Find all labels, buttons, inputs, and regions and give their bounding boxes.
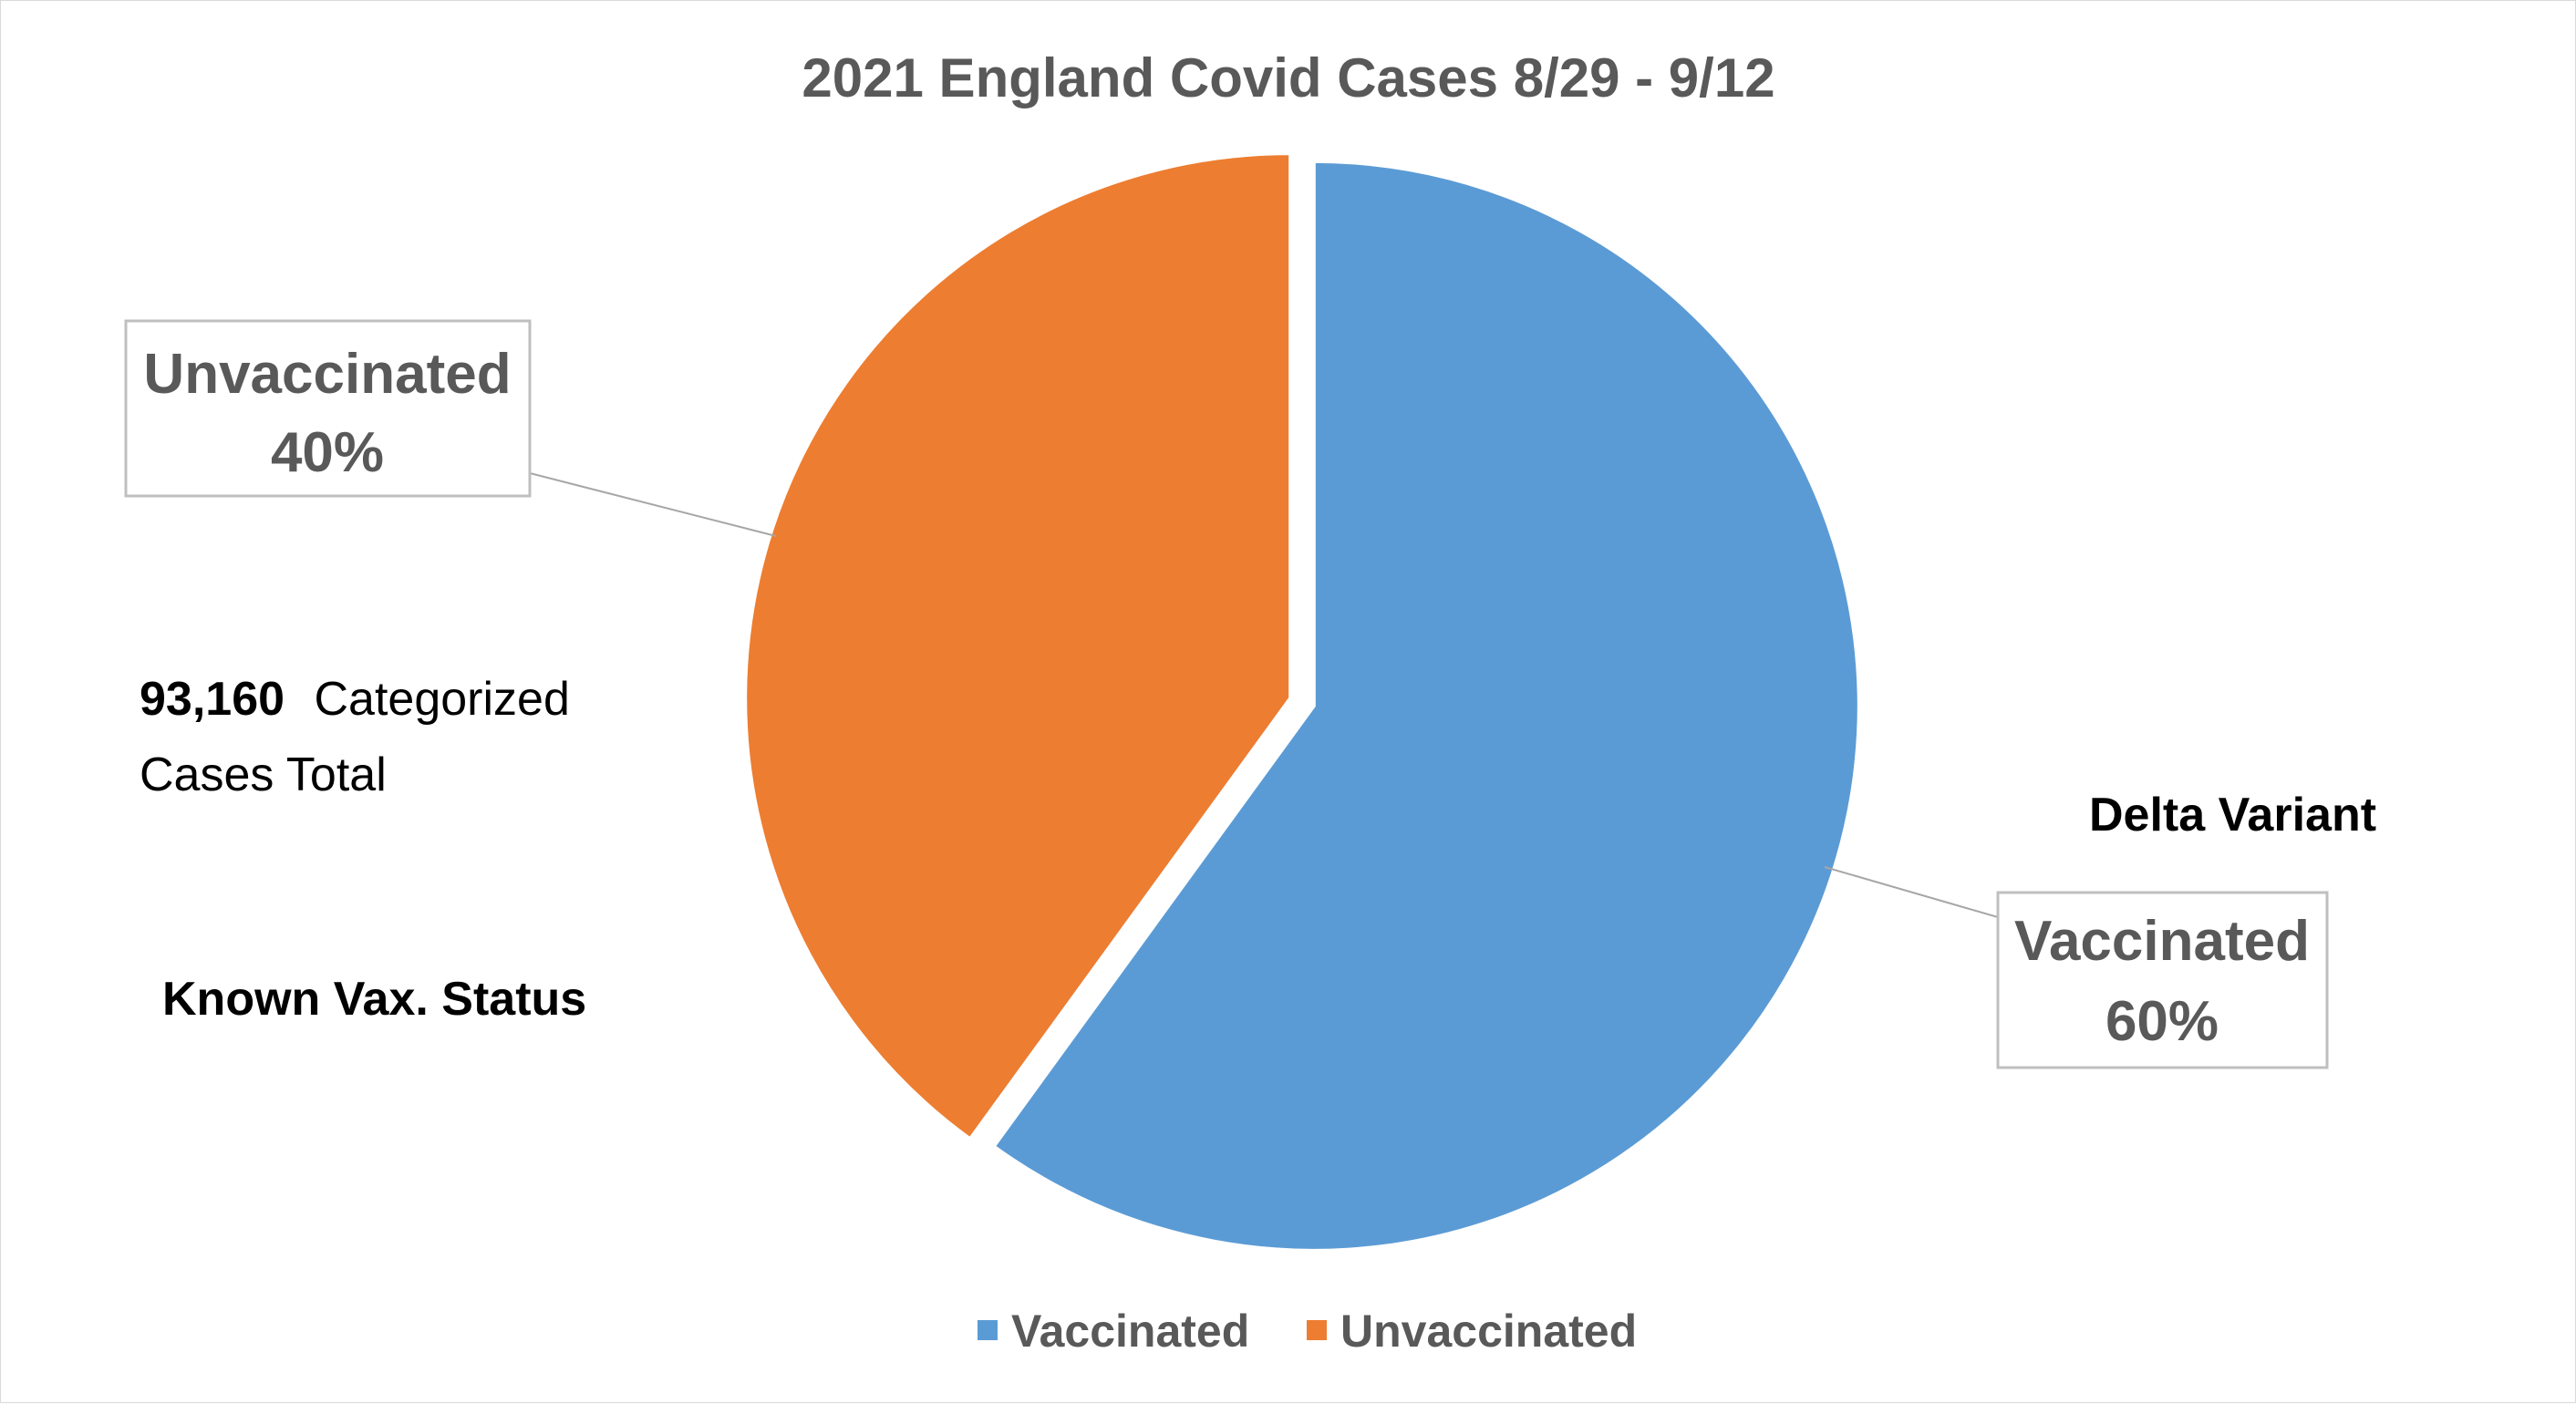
delta-variant-label: Delta Variant (2089, 789, 2376, 841)
vaccinated-callout-box (1996, 891, 2329, 1069)
total-cases-line2: Cases Total (140, 748, 387, 801)
pie-slices (744, 152, 1860, 1252)
legend-label-unvaccinated: Unvaccinated (1340, 1306, 1637, 1357)
pie-slice-vaccinated (992, 160, 1860, 1252)
vaccinated-callout-label: Vaccinated (2014, 910, 2310, 973)
vaccinated-leader-line (1824, 866, 1999, 967)
total-cases-suffix: Categorized (315, 673, 570, 726)
unvaccinated-leader-line (529, 429, 777, 537)
unvaccinated-callout-label: Unvaccinated (143, 343, 511, 406)
legend-label-vaccinated: Vaccinated (1011, 1306, 1249, 1357)
chart-title: 2021 England Covid Cases 8/29 - 9/12 (802, 47, 1774, 108)
known-vax-status: Known Vax. Status (162, 973, 586, 1026)
legend-swatch-unvaccinated (1307, 1320, 1327, 1340)
unvaccinated-callout-box (124, 319, 532, 498)
pie-slice-unvaccinated (744, 152, 1292, 1141)
vaccinated-callout-percent: 60% (2105, 990, 2219, 1053)
unvaccinated-callout-percent: 40% (271, 421, 384, 484)
legend-swatch-vaccinated (978, 1320, 998, 1340)
total-cases-line1: 93,160 Categorized (140, 673, 570, 726)
total-cases-number: 93,160 (140, 673, 284, 726)
